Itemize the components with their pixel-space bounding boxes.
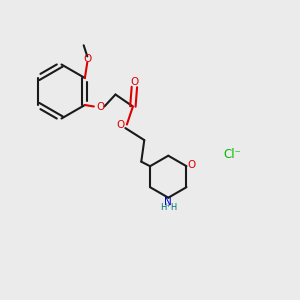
Text: O: O	[83, 54, 92, 64]
Text: O: O	[97, 101, 105, 112]
Text: O: O	[188, 160, 196, 170]
Text: H⁺H: H⁺H	[160, 203, 177, 212]
Text: N: N	[164, 197, 172, 207]
Text: Cl⁻: Cl⁻	[224, 148, 242, 161]
Text: O: O	[117, 120, 125, 130]
Text: O: O	[130, 77, 139, 87]
